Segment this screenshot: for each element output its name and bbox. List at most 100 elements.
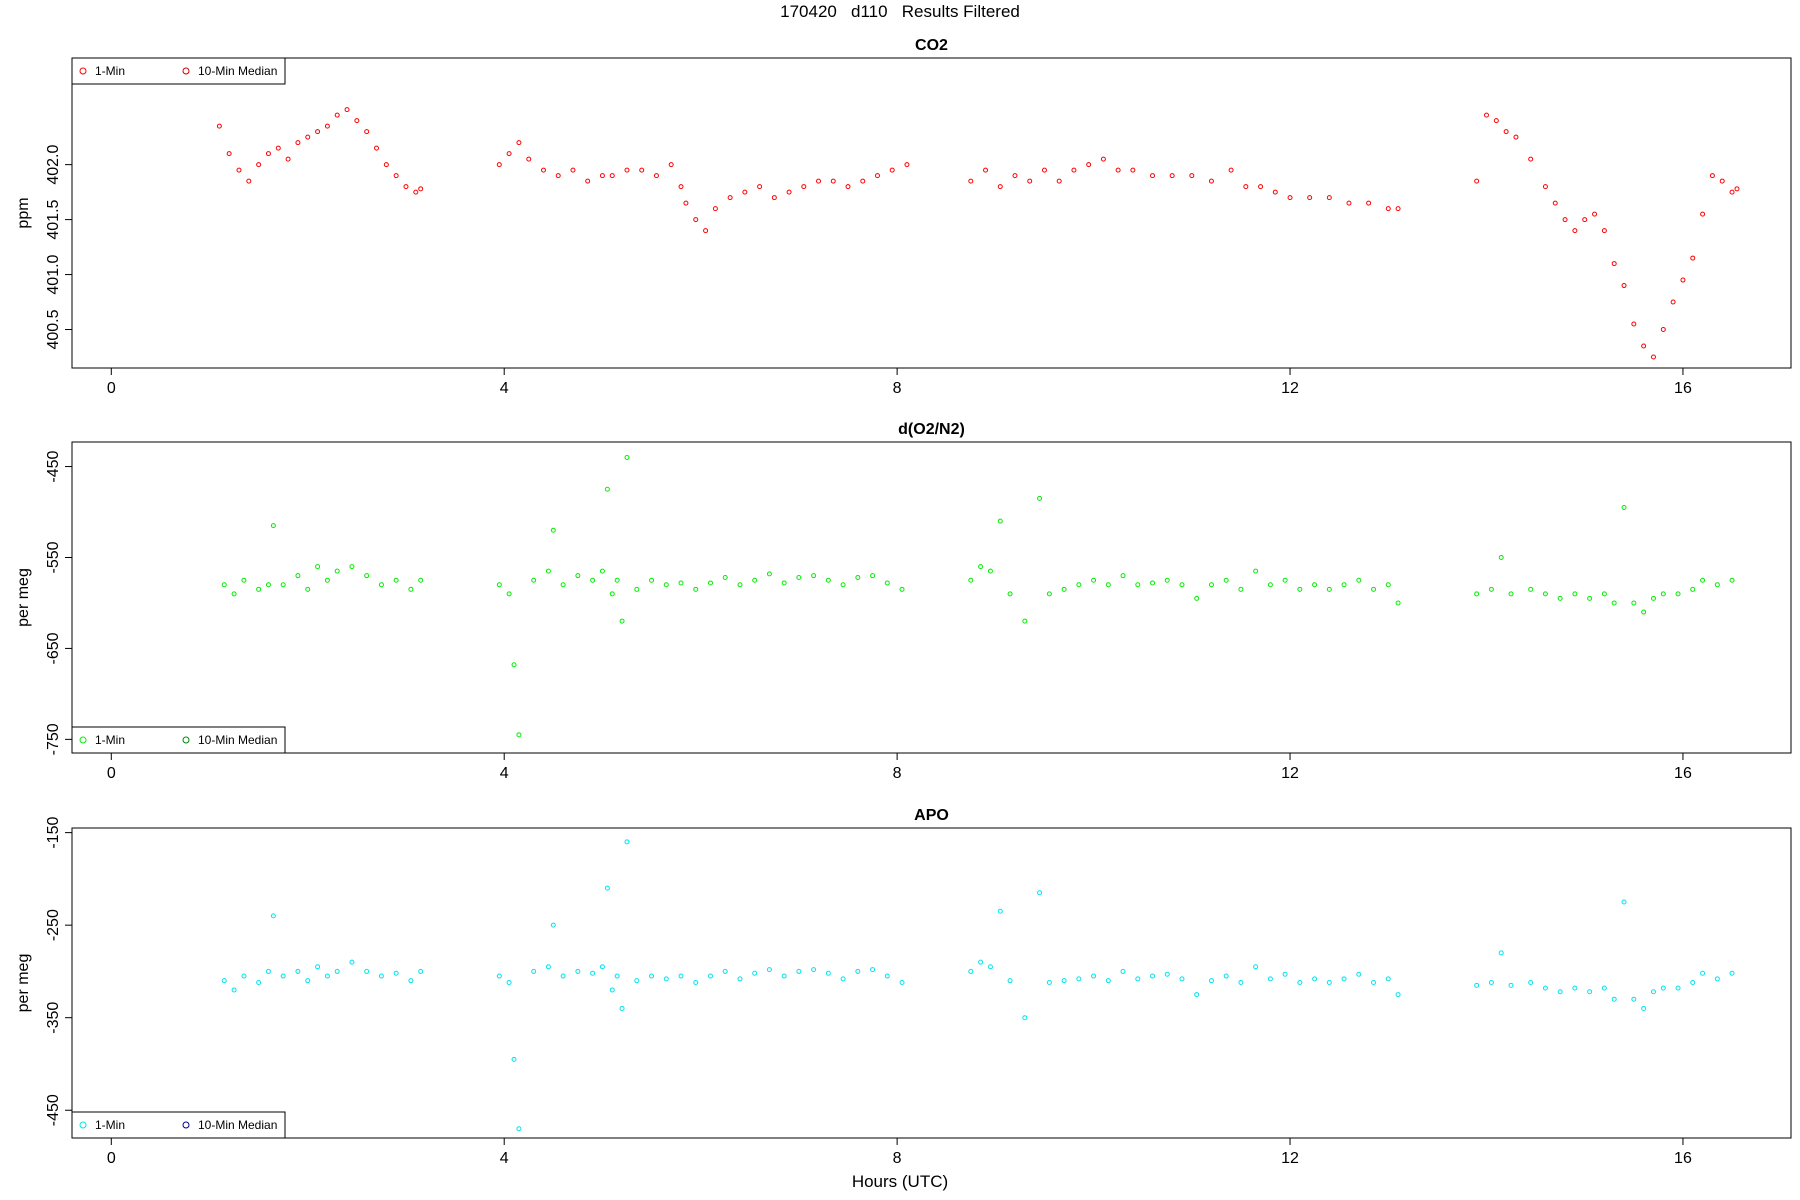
data-point [1189, 173, 1195, 179]
data-point [511, 662, 517, 668]
data-point [378, 973, 384, 979]
data-point [334, 112, 340, 118]
data-point [418, 577, 424, 583]
data-point [1356, 971, 1362, 977]
data-point [840, 976, 846, 982]
data-point [1150, 173, 1156, 179]
legend-box [71, 726, 286, 754]
data-point [742, 189, 748, 195]
data-point [1120, 573, 1126, 579]
x-tick-label: 12 [1281, 380, 1299, 397]
data-point [590, 970, 596, 976]
data-point [757, 184, 763, 190]
data-point [968, 968, 974, 974]
data-point [830, 178, 836, 184]
data-point [1474, 982, 1480, 988]
data-point [1611, 996, 1617, 1002]
x-tick-label: 0 [107, 765, 116, 782]
data-point [590, 577, 596, 583]
data-point [1007, 978, 1013, 984]
y-tick-label: 401.5 [45, 199, 62, 239]
data-point [221, 582, 227, 588]
data-point [334, 568, 340, 574]
legend-label: 10-Min Median [198, 64, 277, 78]
data-point [545, 964, 551, 970]
data-point [884, 973, 890, 979]
data-point [1208, 582, 1214, 588]
data-point [599, 964, 605, 970]
data-point [1528, 586, 1534, 592]
data-point [1164, 971, 1170, 977]
data-point [270, 913, 276, 919]
data-point [1091, 973, 1097, 979]
data-point [693, 217, 699, 223]
data-point [315, 564, 321, 570]
data-point [1714, 976, 1720, 982]
data-point [1690, 255, 1696, 261]
data-point [1120, 968, 1126, 974]
legend-label: 1-Min [95, 1118, 125, 1132]
data-point [825, 577, 831, 583]
data-point [1312, 976, 1318, 982]
data-point [1601, 985, 1607, 991]
x-tick-label: 0 [107, 1150, 116, 1167]
data-point [663, 976, 669, 982]
data-point [1700, 211, 1706, 217]
legend-label: 1-Min [95, 733, 125, 747]
data-point [1086, 162, 1092, 168]
data-point [334, 968, 340, 974]
data-point [1022, 618, 1028, 624]
data-point [408, 978, 414, 984]
data-point [1061, 978, 1067, 984]
data-point [364, 968, 370, 974]
data-point [531, 968, 537, 974]
data-point [1037, 495, 1043, 501]
data-point [1312, 582, 1318, 588]
data-point [1022, 1015, 1028, 1021]
data-point [305, 134, 311, 140]
panel-1: d(O2/N2) 0 4 8 12 16 -750 -650 -550 -450 per meg 1-… [15, 421, 1792, 782]
data-point [1395, 600, 1401, 606]
data-point [349, 564, 355, 570]
y-tick-label: 400.5 [45, 309, 62, 349]
data-point [265, 968, 271, 974]
x-tick-label: 4 [500, 1150, 509, 1167]
data-point [599, 173, 605, 179]
data-point [246, 178, 252, 184]
data-point [1027, 178, 1033, 184]
data-point [496, 973, 502, 979]
data-point [408, 586, 414, 592]
data-point [575, 968, 581, 974]
data-point [511, 1056, 517, 1062]
data-point [1371, 586, 1377, 592]
data-point [560, 582, 566, 588]
x-tick-label: 16 [1674, 765, 1692, 782]
data-point [1528, 156, 1534, 162]
data-point [1041, 167, 1047, 173]
data-point [305, 586, 311, 592]
data-point [1179, 582, 1185, 588]
data-point [1150, 580, 1156, 586]
data-point [216, 123, 222, 129]
data-point [1297, 586, 1303, 592]
legend-marker [182, 1121, 190, 1129]
data-point [374, 145, 380, 151]
data-point [1508, 591, 1514, 597]
data-point [968, 178, 974, 184]
data-point [1709, 173, 1715, 179]
data-point [899, 980, 905, 986]
data-point [899, 586, 905, 592]
data-point [1194, 595, 1200, 601]
y-tick-label: -450 [45, 450, 62, 482]
data-point [614, 577, 620, 583]
y-axis-label: per meg [15, 568, 32, 627]
data-point [1253, 964, 1259, 970]
data-point [668, 162, 674, 168]
data-point [1493, 118, 1499, 124]
data-point [1282, 577, 1288, 583]
data-point [599, 568, 605, 574]
y-tick-label: -550 [45, 541, 62, 573]
x-tick-label: 8 [893, 765, 902, 782]
data-point [634, 586, 640, 592]
